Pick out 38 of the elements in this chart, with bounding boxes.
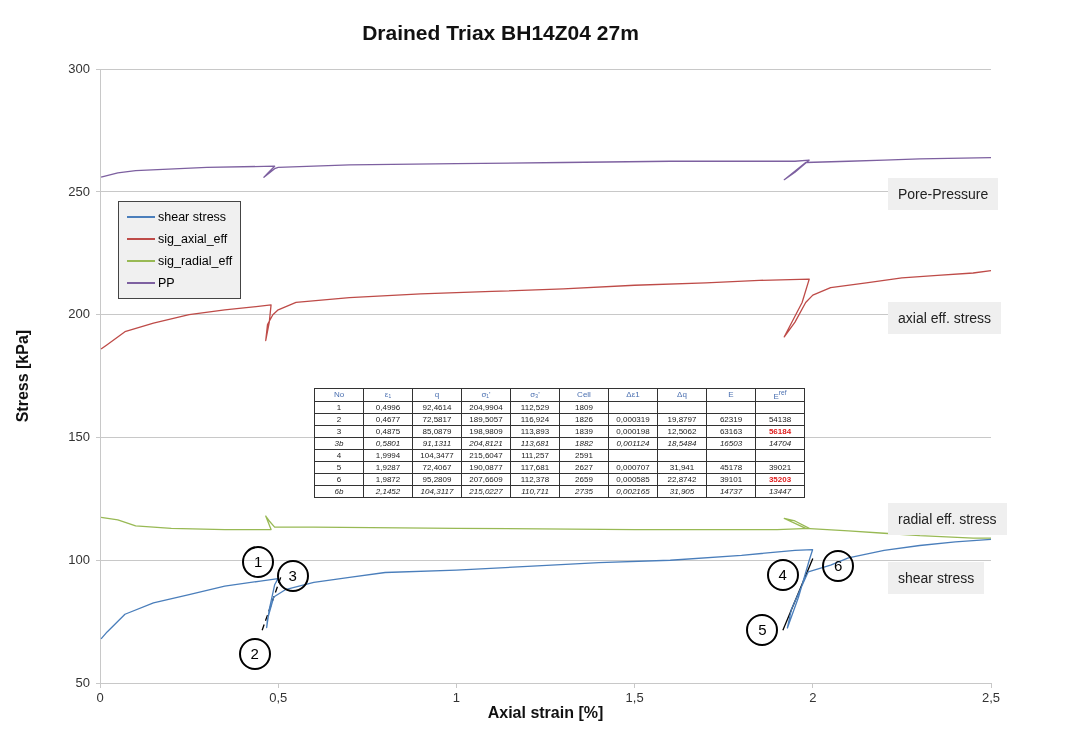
legend-label: sig_axial_eff — [158, 232, 228, 247]
circled-number: 4 — [766, 558, 799, 591]
text: No ε₁ q σ₁' σ₃' Cell Δε1 Δq E E$^{ref}$ — [333, 389, 787, 401]
annotation: radial eff. stress — [888, 503, 1007, 535]
x-tick-label: 2,5 — [981, 690, 1001, 706]
y-tick-label: 50 — [75, 674, 90, 690]
text: 2 0,4677 72,5817 189,5057 116,924 1826 0,000319 19,8797 62319 54138 — [336, 414, 792, 424]
legend-label: shear stress — [158, 210, 227, 225]
text: 5 1,9287 72,4067 190,0877 117,681 2627 0,000707 31,941 45178 39021 — [336, 462, 792, 472]
chart-title: Drained Triax BH14Z04 27m — [362, 21, 639, 45]
text: 6b 2,1452 104,3117 215,0227 110,711 2735 0,002165 31,905 14737 13447 — [334, 486, 792, 496]
x-tick-label: 1 — [452, 690, 461, 706]
circled-number: 1 — [242, 545, 275, 578]
text: 3b 0,5801 91,1311 204,8121 113,681 1882 0,001124 18,5484 16503 14704 — [334, 438, 792, 448]
x-axis-title: Axial strain [%] — [487, 703, 604, 721]
text: 6 1,9872 95,2809 207,6609 112,378 2659 0,000585 22,8742 39101 35203 — [336, 474, 792, 484]
x-tick-label: 0,5 — [269, 690, 288, 706]
circled-number: 2 — [238, 637, 271, 670]
annotation: Pore-Pressure — [888, 178, 999, 210]
annotation: shear stress — [888, 562, 985, 594]
x-tick-label: 1,5 — [625, 690, 644, 706]
y-tick-label: 250 — [68, 183, 90, 199]
y-tick-label: 150 — [68, 429, 90, 445]
y-axis-title: Stress [kPa] — [14, 329, 32, 423]
x-tick-label: 2 — [809, 690, 817, 706]
text: 1 0,4996 92,4614 204,9904 112,529 1809 — [336, 402, 593, 412]
x-tick-label: 0 — [96, 690, 104, 706]
text: 3 0,4875 85,0879 198,9809 113,893 1839 0,000198 12,5062 63163 56184 — [336, 426, 792, 436]
y-tick-label: 300 — [68, 60, 90, 76]
annotation: axial eff. stress — [888, 302, 1002, 334]
y-tick-label: 100 — [68, 551, 90, 567]
legend-label: sig_radial_eff — [158, 254, 233, 269]
text: 4 1,9994 104,3477 215,6047 111,257 2591 — [336, 450, 593, 460]
circled-number: 6 — [822, 549, 855, 582]
circled-number: 5 — [746, 614, 779, 646]
y-tick-label: 200 — [68, 306, 90, 322]
circled-number: 3 — [276, 559, 309, 592]
legend-label: PP — [158, 276, 175, 291]
